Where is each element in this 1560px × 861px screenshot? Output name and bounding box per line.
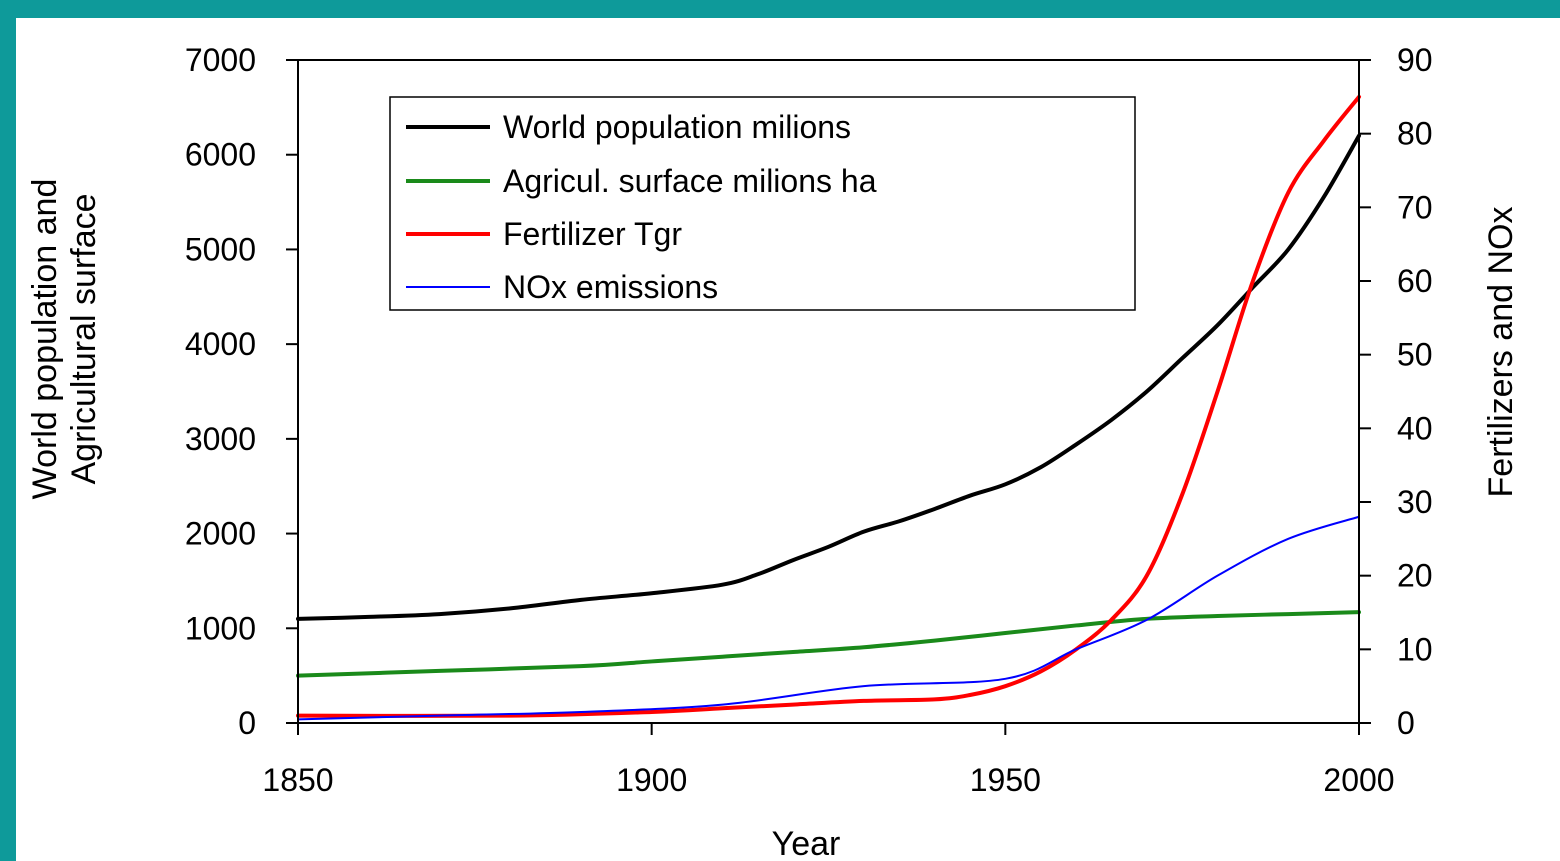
legend-label-world-population-milions: World population milions [503,109,851,145]
legend-box [389,96,1136,311]
x-axis-title: Year [772,825,841,861]
y-right-tick-label: 40 [1397,410,1433,446]
y-axis-title-left: World population and Agricultural surfac… [26,179,103,500]
y-axis-title-left-line-2: Agricultural surface [65,193,103,484]
x-tick-label: 2000 [1323,762,1394,798]
series-line-fertilizer-tgr [296,94,1361,718]
y-right-tick-label: 60 [1397,263,1433,299]
series-line-nox-emissions [297,515,1360,721]
plot-area-border [297,59,1360,724]
y-axis-title-right: Fertilizers and NOx [1482,207,1520,498]
y-left-tick-label: 2000 [185,516,256,552]
y-axis-title-left-line-1: World population and [26,179,64,500]
y-right-tick-label: 80 [1397,116,1433,152]
y-right-tick-label: 20 [1397,558,1433,594]
y-left-tick-label: 0 [238,705,256,741]
legend: World population milions Agricul. surface… [389,96,1136,311]
x-tick-label: 1900 [616,762,687,798]
y-left-tick-label: 7000 [185,42,256,78]
y-left-tick-label: 5000 [185,231,256,267]
series-layer [296,94,1361,721]
y-left-tick-label: 6000 [185,137,256,173]
y-right-tick-label: 30 [1397,484,1433,520]
y-right-tick-label: 50 [1397,337,1433,373]
legend-label-nox-emissions: NOx emissions [503,269,718,305]
x-tick-label: 1850 [262,762,333,798]
series-line-agricul-surface-milions-ha [296,610,1361,678]
y-right-tick-label: 0 [1397,705,1415,741]
axis-ticks: 1850 1900 1950 2000010002000300040005000600… [185,42,1433,798]
y-right-tick-label: 90 [1397,42,1433,78]
x-tick-label: 1950 [970,762,1041,798]
y-right-tick-label: 70 [1397,189,1433,225]
legend-label-agricul-surface-milions-ha: Agricul. surface milions ha [503,163,877,199]
legend-label-fertilizer-tgr: Fertilizer Tgr [503,216,682,252]
y-left-tick-label: 1000 [185,610,256,646]
y-right-tick-label: 10 [1397,631,1433,667]
series-line-world-population-milions [296,133,1361,621]
y-left-tick-label: 4000 [185,326,256,362]
y-left-tick-label: 3000 [185,421,256,457]
